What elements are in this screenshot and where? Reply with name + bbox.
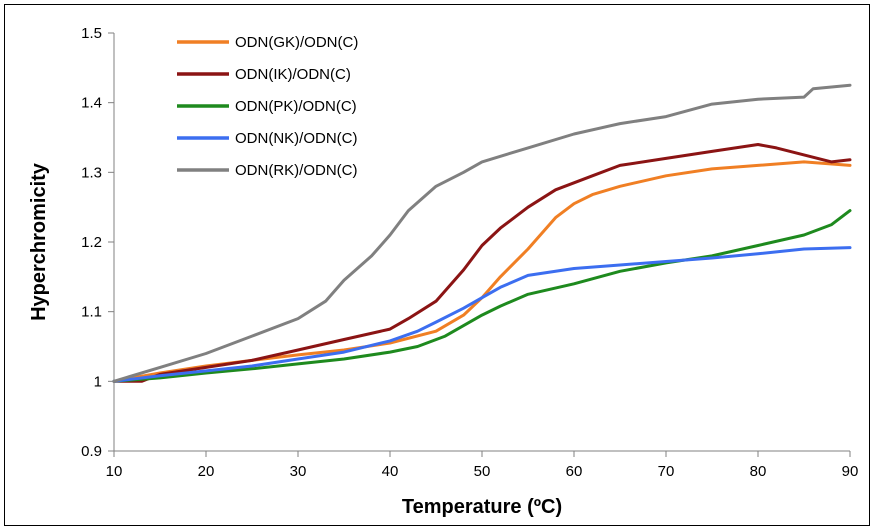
series-line-odn-pk-odn-c bbox=[112, 209, 852, 383]
x-tick-label: 80 bbox=[750, 463, 767, 480]
x-tick-label: 10 bbox=[106, 463, 123, 480]
x-tick-label: 40 bbox=[382, 463, 399, 480]
axes: 0.9 1 1.1 1.2 1.3 1.4 1.5 10 20 30 40 50 60 70 80 90 bbox=[81, 25, 858, 480]
x-tick-label: 70 bbox=[658, 463, 675, 480]
series-line-odn-rk-odn-c bbox=[112, 83, 852, 383]
chart-frame: 0.9 1 1.1 1.2 1.3 1.4 1.5 10 20 30 40 50 60 70 80 90 OD… bbox=[4, 4, 870, 526]
x-tick-label: 90 bbox=[842, 463, 859, 480]
x-tick-label: 60 bbox=[566, 463, 583, 480]
legend-label: ODN(NK)/ODN(C) bbox=[235, 130, 357, 147]
y-tick-label: 1.1 bbox=[81, 304, 102, 321]
y-axis-title: Hyperchromicity bbox=[28, 162, 50, 321]
x-tick-label: 30 bbox=[290, 463, 307, 480]
legend-label: ODN(RK)/ODN(C) bbox=[235, 162, 357, 179]
x-tick-label: 50 bbox=[474, 463, 491, 480]
series-line-odn-ik-odn-c bbox=[112, 143, 852, 383]
legend-label: ODN(PK)/ODN(C) bbox=[235, 98, 357, 115]
legend-label: ODN(IK)/ODN(C) bbox=[235, 66, 351, 83]
y-tick-label: 1.4 bbox=[81, 95, 102, 112]
line-chart: 0.9 1 1.1 1.2 1.3 1.4 1.5 10 20 30 40 50 60 70 80 90 OD… bbox=[28, 25, 858, 518]
x-tick-label: 20 bbox=[198, 463, 215, 480]
y-tick-label: 1 bbox=[94, 373, 102, 390]
series-lines bbox=[112, 83, 852, 383]
x-axis-title: Temperature (ºC) bbox=[402, 496, 562, 518]
legend-label: ODN(GK)/ODN(C) bbox=[235, 34, 358, 51]
y-tick-label: 1.3 bbox=[81, 164, 102, 181]
legend: ODN(GK)/ODN(C) ODN(IK)/ODN(C) ODN(PK)/ODN(… bbox=[177, 34, 358, 179]
y-tick-label: 1.5 bbox=[81, 25, 102, 42]
y-tick-label: 0.9 bbox=[81, 443, 102, 460]
series-line-odn-gk-odn-c bbox=[112, 160, 852, 383]
y-tick-label: 1.2 bbox=[81, 234, 102, 251]
series-line-odn-nk-odn-c bbox=[112, 246, 852, 383]
